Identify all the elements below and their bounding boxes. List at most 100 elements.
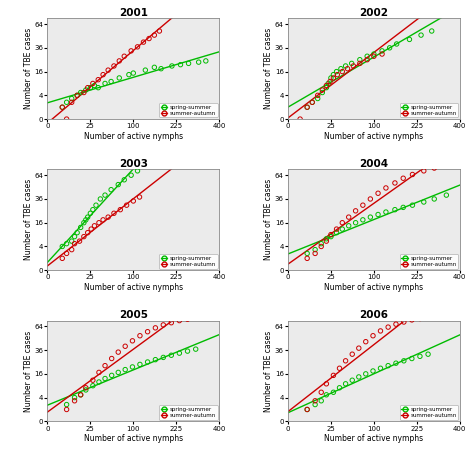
Point (364, 56, 371, 63)
Point (318, 240, 325, 247)
Point (114, 181, 122, 188)
Point (370, 50, 378, 58)
Point (63, 250, 71, 257)
Point (121, 366, 129, 373)
Point (108, 372, 116, 379)
Point (129, 70, 137, 77)
Point (84, 213, 91, 221)
Point (338, 219, 346, 226)
Point (342, 380, 349, 387)
Point (80, 219, 88, 226)
Point (337, 65, 345, 72)
Point (68, 98, 75, 106)
Point (369, 367, 377, 375)
Point (424, 313, 432, 321)
Point (91, 222, 98, 229)
Point (303, 104, 311, 111)
Legend: spring-summer, summer-autumn: spring-summer, summer-autumn (159, 103, 218, 117)
Point (58, 243, 66, 250)
Point (184, 316, 191, 323)
Point (327, 233, 335, 240)
Point (355, 373, 363, 381)
X-axis label: Number of active nymphs: Number of active nymphs (324, 132, 423, 141)
Point (82, 384, 90, 392)
Point (362, 370, 370, 377)
Point (134, 167, 141, 174)
Point (333, 68, 340, 75)
Point (95, 219, 103, 226)
Point (400, 204, 407, 211)
Point (136, 361, 144, 368)
Point (409, 171, 416, 178)
Point (77, 224, 84, 231)
Point (99, 216, 107, 224)
Point (157, 65, 165, 72)
Point (104, 66, 112, 74)
Point (73, 92, 81, 99)
Point (116, 57, 123, 65)
Point (128, 172, 135, 179)
Point (95, 378, 103, 386)
Point (382, 184, 390, 191)
Point (323, 237, 330, 245)
Point (309, 98, 316, 106)
Point (175, 317, 183, 324)
Y-axis label: Number of TBE cases: Number of TBE cases (24, 330, 33, 412)
Point (345, 222, 353, 229)
Point (89, 206, 97, 213)
Point (87, 210, 94, 217)
Point (406, 36, 413, 43)
Point (140, 38, 147, 46)
Point (125, 71, 133, 78)
Point (71, 233, 78, 240)
Point (202, 57, 210, 65)
Y-axis label: Number of TBE cases: Number of TBE cases (24, 28, 33, 109)
Point (344, 65, 351, 72)
Point (378, 50, 386, 58)
Point (333, 225, 340, 233)
Point (89, 382, 97, 389)
Point (80, 89, 88, 96)
Point (333, 229, 340, 236)
Point (443, 191, 450, 199)
Point (101, 362, 109, 369)
Point (63, 401, 71, 408)
Point (334, 71, 341, 78)
Point (114, 369, 122, 376)
Point (94, 84, 102, 91)
Y-axis label: Number of TBE cases: Number of TBE cases (264, 28, 273, 109)
Point (377, 327, 384, 335)
Point (152, 324, 159, 332)
Point (128, 337, 136, 344)
Point (73, 92, 81, 99)
Point (311, 397, 319, 404)
Point (323, 391, 330, 398)
Point (110, 210, 118, 217)
Point (80, 233, 88, 240)
Point (82, 86, 90, 93)
Point (71, 397, 78, 404)
Point (420, 198, 428, 206)
Point (87, 225, 95, 233)
Point (184, 348, 191, 355)
Point (359, 216, 367, 224)
Point (364, 53, 371, 60)
Point (311, 246, 319, 253)
Point (68, 237, 75, 245)
Point (167, 319, 175, 327)
Point (151, 64, 158, 71)
Point (303, 250, 311, 257)
Point (71, 240, 78, 247)
Point (374, 211, 382, 218)
Point (323, 380, 330, 387)
Point (123, 202, 130, 209)
Point (325, 80, 332, 87)
Point (323, 235, 330, 242)
Point (314, 92, 321, 99)
Point (356, 60, 364, 67)
Point (192, 314, 200, 322)
Point (303, 104, 311, 111)
Point (136, 193, 143, 201)
Point (400, 174, 407, 182)
Point (114, 349, 122, 356)
